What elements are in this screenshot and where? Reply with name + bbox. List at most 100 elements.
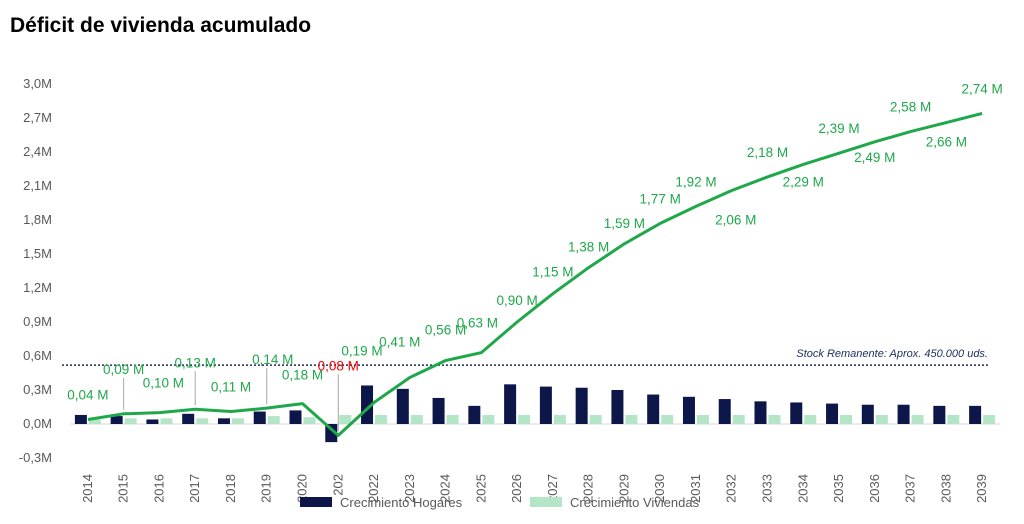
data-label: 0,13 M bbox=[175, 355, 216, 370]
x-tick-label: 2024 bbox=[438, 474, 453, 503]
y-tick-label: 1,2M bbox=[23, 280, 52, 295]
bar-viviendas bbox=[410, 414, 423, 424]
bar-viviendas bbox=[768, 414, 781, 424]
data-label: 2,58 M bbox=[890, 100, 931, 115]
data-label: 2,39 M bbox=[818, 121, 859, 136]
bar-viviendas bbox=[589, 414, 602, 424]
line-deficit bbox=[87, 112, 983, 437]
x-tick-label: 2018 bbox=[223, 474, 238, 503]
bar-viviendas bbox=[625, 414, 638, 424]
data-label: 2,74 M bbox=[961, 81, 1002, 96]
x-tick-label: 2031 bbox=[688, 474, 703, 503]
y-tick-label: 3,0M bbox=[23, 76, 52, 91]
x-tick-label: 2033 bbox=[760, 474, 775, 503]
bar-viviendas bbox=[482, 414, 495, 424]
bar-hogares bbox=[933, 405, 946, 424]
reference-line-label: Stock Remanente: Aprox. 450.000 uds. bbox=[796, 348, 988, 360]
bar-viviendas bbox=[375, 414, 388, 424]
bar-viviendas bbox=[446, 414, 459, 424]
bar-viviendas bbox=[840, 414, 853, 424]
x-tick-label: 2036 bbox=[867, 474, 882, 503]
data-label: 0,09 M bbox=[103, 362, 144, 377]
x-tick-label: 2028 bbox=[581, 474, 596, 503]
bar-viviendas bbox=[124, 418, 137, 424]
legend: Crecimiento Hogares Crecimiento Viviendas bbox=[300, 495, 700, 510]
x-tick-label: 2014 bbox=[80, 474, 95, 503]
x-tick-label: 2020 bbox=[295, 474, 310, 503]
data-label: 1,59 M bbox=[604, 216, 645, 231]
bar-hogares bbox=[539, 386, 552, 424]
bar-viviendas bbox=[947, 414, 960, 424]
data-label: 2,49 M bbox=[854, 150, 895, 165]
bar-hogares bbox=[575, 387, 588, 424]
bar-hogares bbox=[432, 397, 445, 424]
y-tick-label: 1,5M bbox=[23, 246, 52, 261]
bar-hogares bbox=[217, 418, 230, 424]
x-tick-label: 202 bbox=[330, 474, 345, 496]
y-tick-label: 2,4M bbox=[23, 144, 52, 159]
data-label: 0,90 M bbox=[496, 293, 537, 308]
bar-viviendas bbox=[339, 414, 352, 424]
data-label: 0,18 M bbox=[282, 368, 323, 383]
x-axis: 2014 2015 2016 2017 2018 2019 2020 202 2022 2023 2… bbox=[70, 423, 1000, 503]
x-tick-label: 2039 bbox=[974, 474, 989, 503]
x-tick-label: 2032 bbox=[724, 474, 739, 503]
bar-hogares bbox=[146, 419, 159, 424]
y-tick-label: 0,0M bbox=[23, 416, 52, 431]
data-label: 2,29 M bbox=[783, 174, 824, 189]
data-label: 0,08 M bbox=[318, 358, 359, 373]
bar-hogares bbox=[468, 405, 481, 424]
y-tick-label: 0,3M bbox=[23, 382, 52, 397]
bar-hogares bbox=[861, 404, 874, 424]
x-tick-label: 2023 bbox=[402, 474, 417, 503]
bar-viviendas bbox=[696, 414, 709, 424]
data-label: 0,10 M bbox=[143, 376, 184, 391]
legend-label: Crecimiento Viviendas bbox=[570, 495, 700, 510]
bar-viviendas bbox=[231, 418, 244, 424]
x-tick-label: 2019 bbox=[259, 474, 274, 503]
x-tick-label: 2015 bbox=[116, 474, 131, 503]
bar-viviendas bbox=[875, 414, 888, 424]
bar-viviendas bbox=[518, 414, 531, 424]
bar-viviendas bbox=[661, 414, 674, 424]
bar-hogares bbox=[647, 394, 660, 424]
bar-viviendas bbox=[911, 414, 924, 424]
legend-label: Crecimiento Hogares bbox=[340, 495, 463, 510]
bar-viviendas bbox=[983, 414, 996, 424]
x-tick-label: 2034 bbox=[795, 474, 810, 503]
data-labels: 0,04 M 0,09 M0,10 M 0,13 M 0,11 M0,14 M0,18… bbox=[67, 81, 1003, 402]
bar-viviendas bbox=[732, 414, 745, 424]
legend-swatch bbox=[300, 497, 332, 507]
data-label: 1,38 M bbox=[568, 240, 609, 255]
y-tick-label: 2,7M bbox=[23, 110, 52, 125]
callout-lines bbox=[123, 368, 339, 432]
deficit-line bbox=[87, 112, 983, 437]
data-label: 2,66 M bbox=[926, 135, 967, 150]
bar-hogares bbox=[396, 388, 409, 424]
data-label: 1,92 M bbox=[675, 174, 716, 189]
bar-hogares bbox=[826, 403, 839, 424]
data-label: 0,19 M bbox=[341, 343, 382, 358]
y-tick-label: 2,1M bbox=[23, 178, 52, 193]
x-tick-label: 2017 bbox=[187, 474, 202, 503]
bar-viviendas bbox=[804, 414, 817, 424]
bar-viviendas bbox=[160, 418, 173, 424]
y-tick-label: -0,3M bbox=[19, 450, 52, 465]
data-label: 0,56 M bbox=[425, 323, 466, 338]
bars bbox=[74, 384, 996, 443]
chart-title: Déficit de vivienda acumulado bbox=[10, 14, 312, 37]
bar-hogares bbox=[325, 424, 338, 443]
bar-viviendas bbox=[303, 417, 316, 424]
data-label: 0,11 M bbox=[211, 380, 251, 395]
data-label: 0,04 M bbox=[67, 387, 108, 402]
bar-hogares bbox=[182, 413, 195, 424]
x-tick-label: 2029 bbox=[616, 474, 631, 503]
data-label: 2,06 M bbox=[715, 213, 756, 228]
bar-hogares bbox=[361, 385, 374, 424]
data-label: 1,77 M bbox=[640, 191, 681, 206]
x-tick-label: 2022 bbox=[366, 474, 381, 503]
bar-hogares bbox=[718, 399, 731, 424]
bar-hogares bbox=[74, 414, 87, 424]
bar-hogares bbox=[754, 401, 767, 424]
